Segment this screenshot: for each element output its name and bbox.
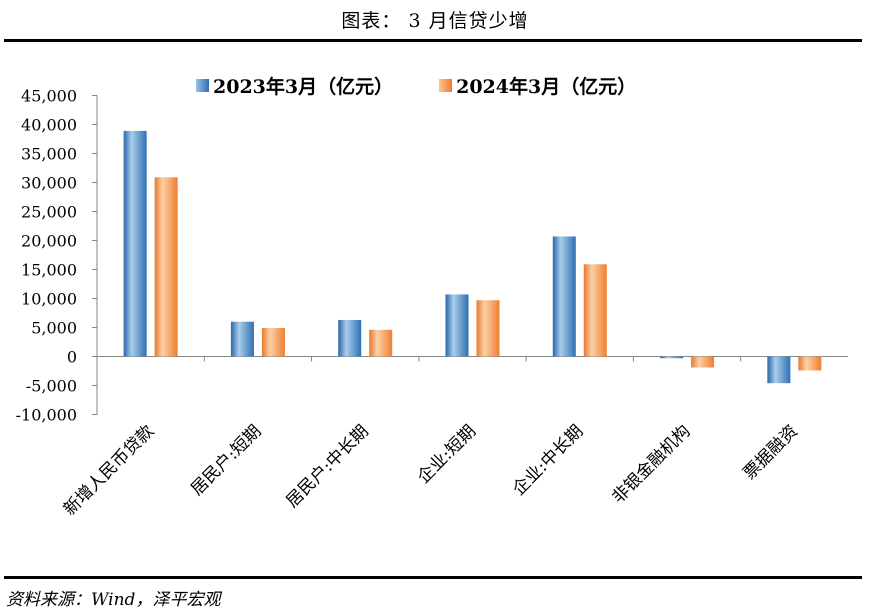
bar-2023-1 <box>230 321 254 357</box>
y-tick-label: 10,000 <box>21 290 77 309</box>
bar-2024-3 <box>476 300 500 357</box>
legend-label-2024: 2024年3月（亿元） <box>456 76 637 98</box>
legend-swatch-2024 <box>439 79 453 92</box>
legend-item-2023: 2023年3月（亿元） <box>196 72 393 99</box>
x-tick-label: 票据融资 <box>740 421 802 483</box>
y-tick-label: 20,000 <box>21 232 77 251</box>
legend-swatch-2023 <box>196 79 209 92</box>
x-tick-label: 非银金融机构 <box>608 421 694 507</box>
x-tick-label: 企业:短期 <box>414 421 480 487</box>
bar-2023-0 <box>123 130 147 357</box>
legend-item-2024: 2024年3月（亿元） <box>439 72 636 99</box>
chart-bars <box>123 130 822 384</box>
y-tick-label: 15,000 <box>21 261 77 280</box>
bar-2023-6 <box>767 356 791 384</box>
bar-2024-6 <box>798 356 822 371</box>
page-title: 图表： 3 月信贷少增 <box>341 10 529 32</box>
bar-2023-2 <box>338 319 362 357</box>
chart-axes <box>92 95 848 415</box>
y-tick-label: 0 <box>67 348 77 367</box>
bottom-divider <box>4 576 862 579</box>
x-tick-label: 居民户:中长期 <box>282 421 372 511</box>
legend-label-2023: 2023年3月（亿元） <box>213 76 394 98</box>
bar-2023-4 <box>552 236 576 357</box>
y-tick-label: 30,000 <box>21 174 77 193</box>
x-tick-label: 新增人民币贷款 <box>60 421 158 519</box>
y-tick-label: 35,000 <box>21 145 77 164</box>
source-note: 资料来源：Wind，泽平宏观 <box>6 590 221 610</box>
x-tick-label: 居民户:短期 <box>187 421 265 499</box>
bar-2024-2 <box>369 329 393 357</box>
y-tick-label: 45,000 <box>21 87 77 106</box>
y-tick-label: -5,000 <box>26 377 77 396</box>
y-tick-label: 25,000 <box>21 203 77 222</box>
x-tick-label: 企业:中长期 <box>509 421 587 499</box>
bar-2024-0 <box>154 177 178 357</box>
top-divider <box>4 39 862 42</box>
bar-2023-5 <box>660 356 684 359</box>
chart-legend: 2023年3月（亿元） 2024年3月（亿元） <box>196 72 636 99</box>
bar-2023-3 <box>445 294 469 357</box>
bar-2024-1 <box>261 328 285 357</box>
y-tick-label: 5,000 <box>31 319 77 338</box>
y-tick-label: -10,000 <box>16 406 77 425</box>
bar-2024-4 <box>583 264 607 357</box>
bar-2024-5 <box>691 356 715 368</box>
y-tick-label: 40,000 <box>21 116 77 135</box>
